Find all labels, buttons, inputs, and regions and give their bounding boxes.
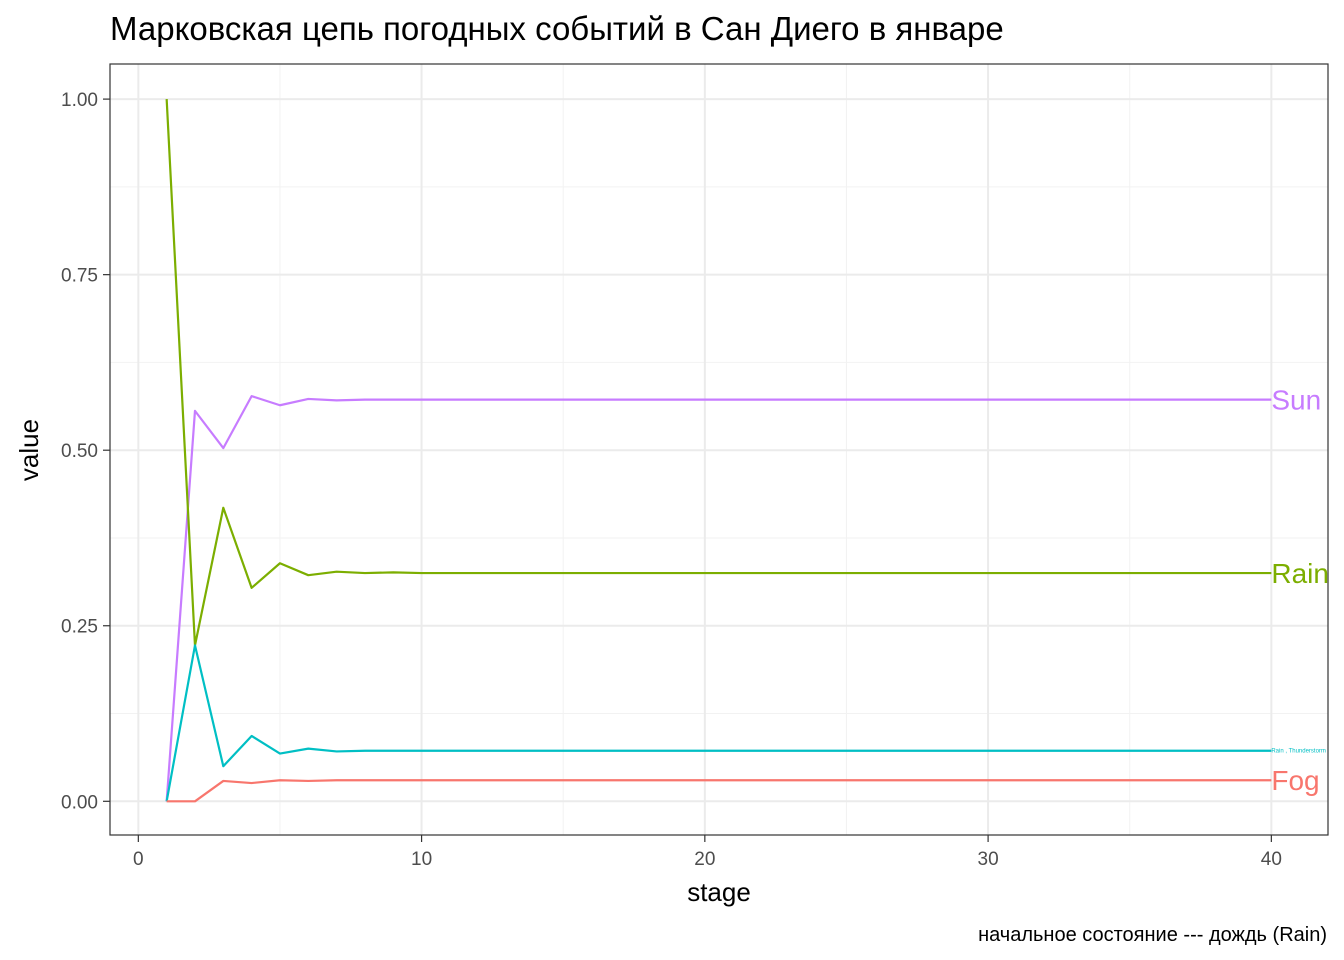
series-label-rain-thunderstorm: Rain , Thunderstorm [1271, 749, 1326, 755]
grid [110, 64, 1328, 835]
series-label-sun: Sun [1271, 385, 1321, 416]
y-tick-label: 0.75 [61, 266, 98, 287]
series-lines [165, 99, 1272, 803]
series-line-fog [166, 779, 1272, 803]
x-axis-title: stage [687, 877, 751, 907]
y-tick-label: 0.00 [61, 792, 98, 813]
x-tick-label: 40 [1261, 849, 1282, 870]
series-line-rain-thunderstorm [165, 644, 1272, 802]
chart-caption: начальное состояние --- дождь (Rain) [978, 924, 1327, 946]
axes: 0 10 20 30 40 0.00 0.25 0.50 0.75 1.00 [61, 90, 1282, 870]
series-line-rain [165, 99, 1272, 647]
series-label-rain: Rain [1271, 558, 1329, 589]
x-tick-label: 20 [694, 849, 715, 870]
y-tick-label: 1.00 [61, 90, 98, 111]
x-tick-label: 0 [133, 849, 144, 870]
y-axis-title: value [14, 419, 44, 481]
panel-border [109, 63, 1329, 836]
y-tick-label: 0.25 [61, 617, 98, 638]
series-line-sun [165, 395, 1272, 802]
chart-title: Марковская цепь погодных событий в Сан Д… [110, 10, 1004, 47]
y-tick-label: 0.50 [61, 441, 98, 462]
x-tick-label: 10 [411, 849, 432, 870]
series-label-fog: Fog [1271, 765, 1319, 796]
series-labels: Sun Rain Rain , Thunderstorm Fog [1271, 385, 1329, 797]
x-tick-label: 30 [978, 849, 999, 870]
